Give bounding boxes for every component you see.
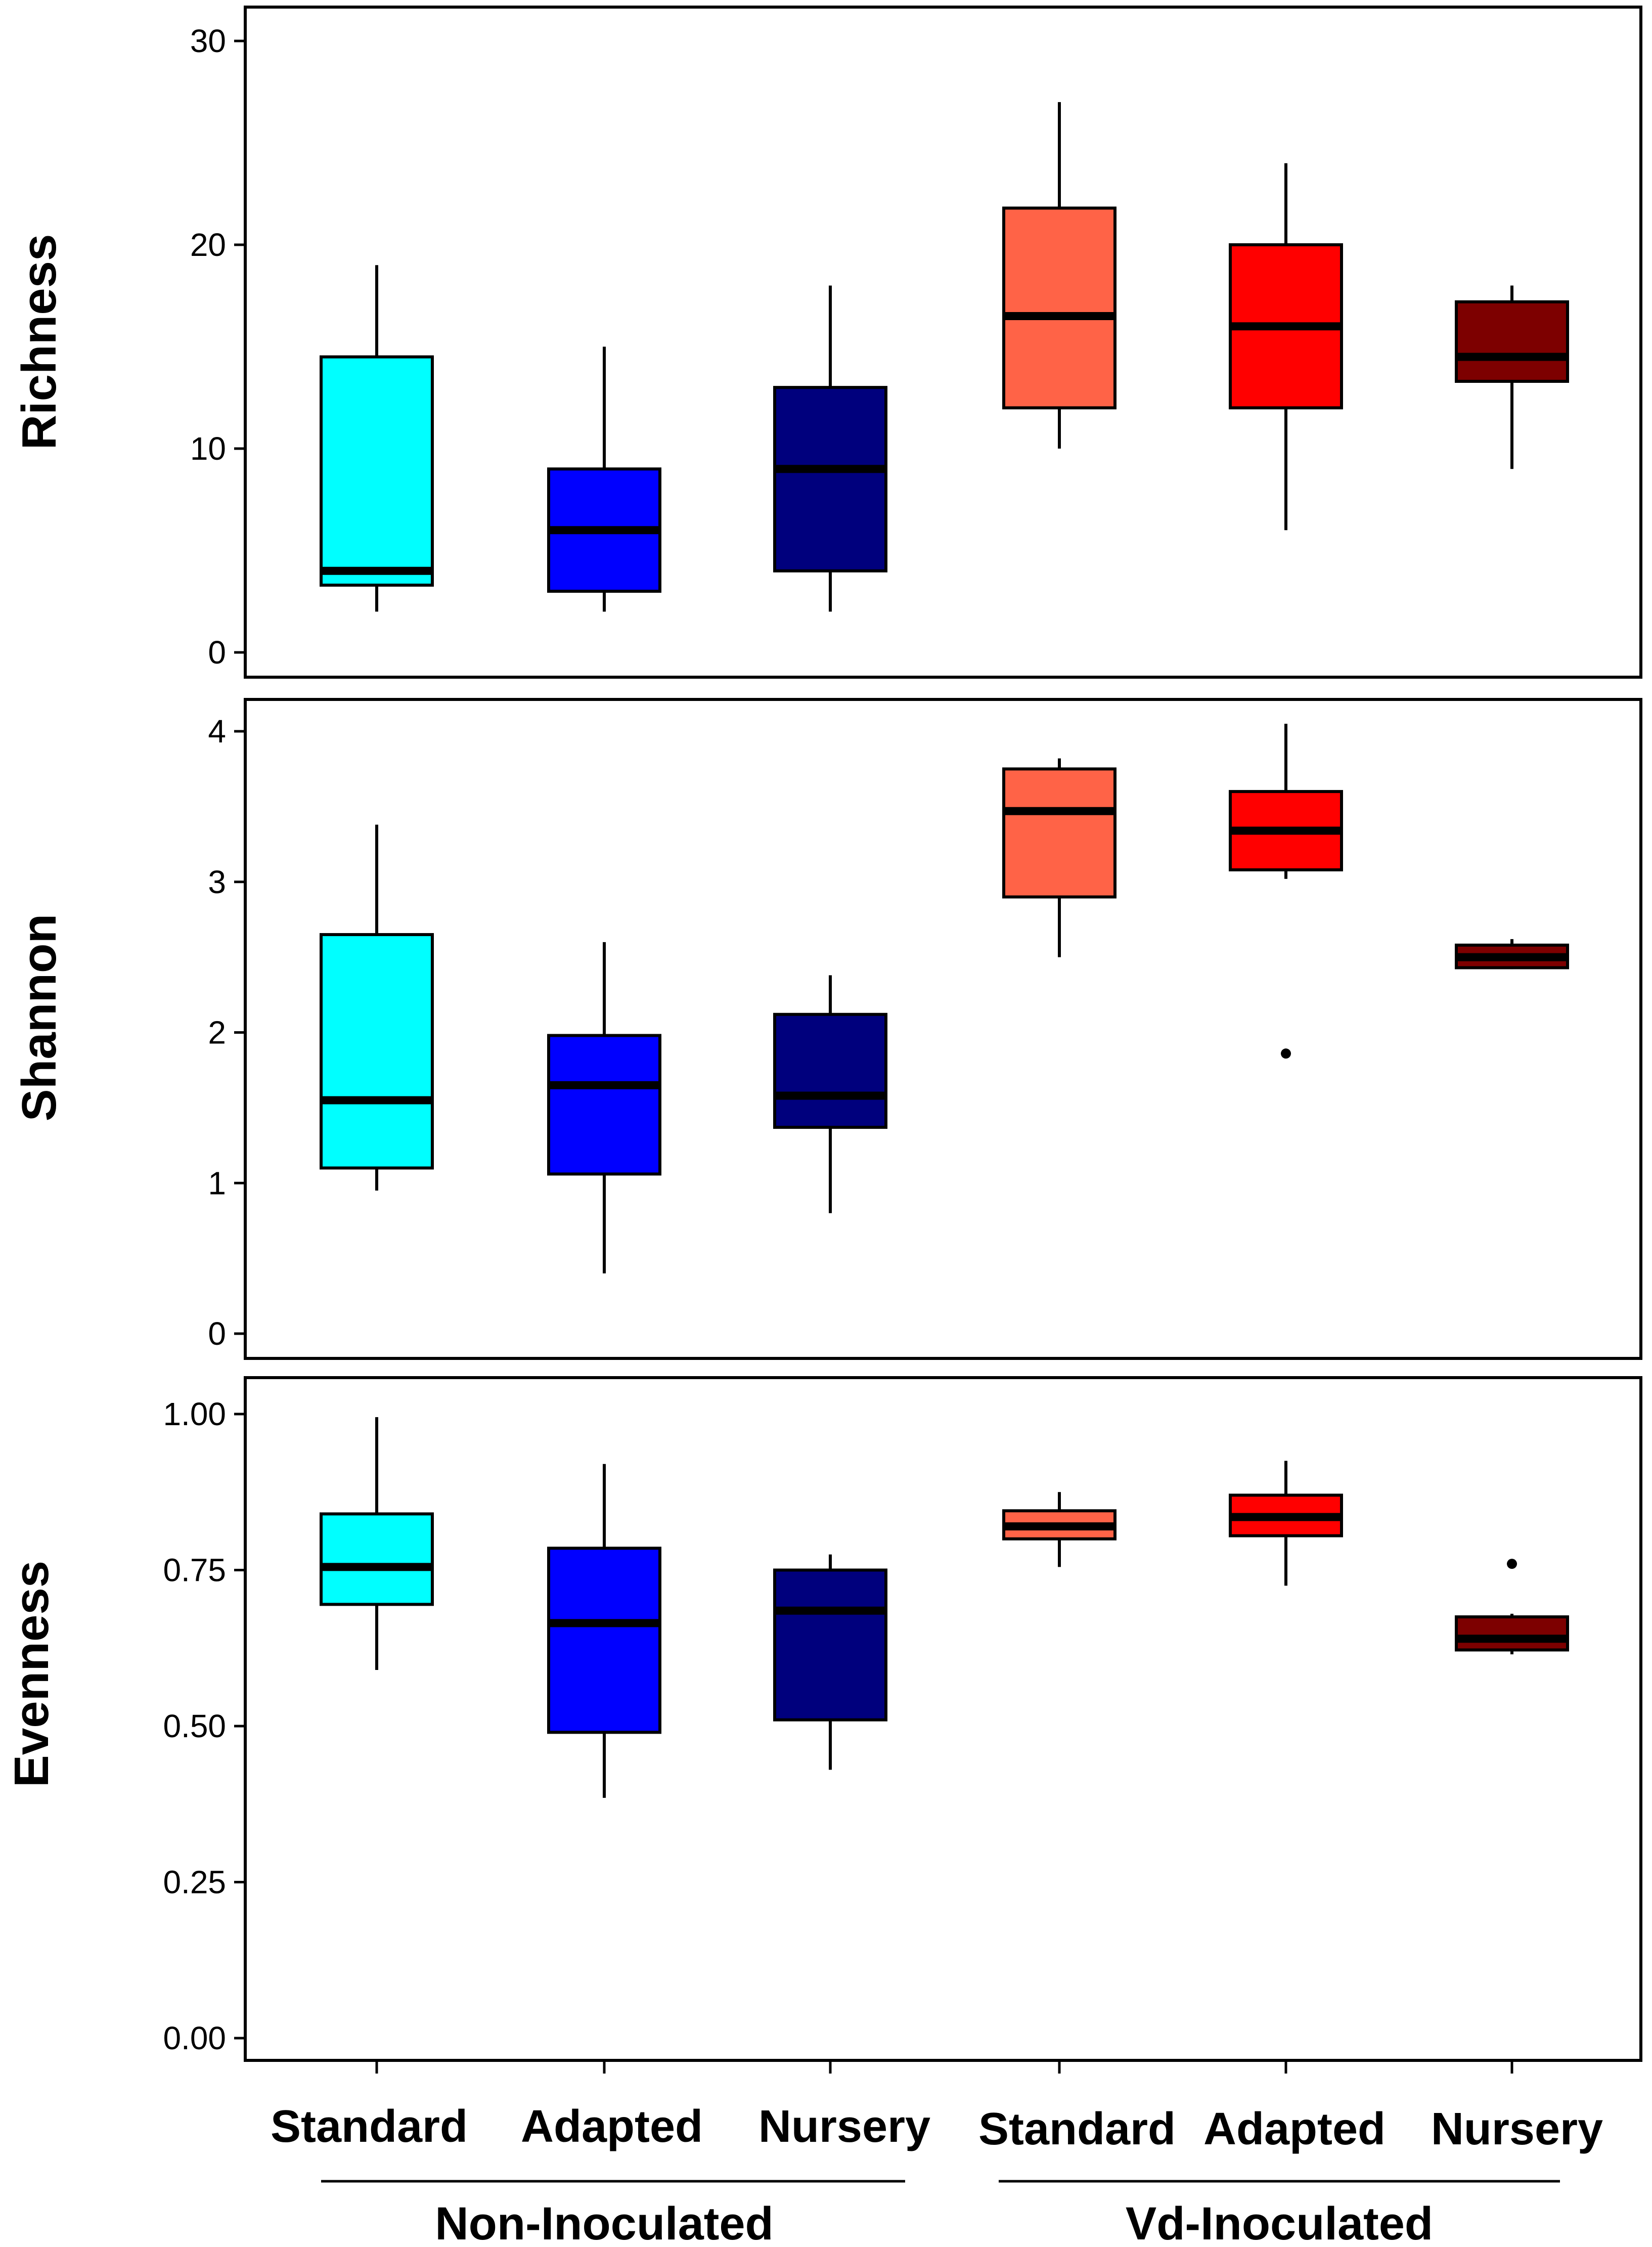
richness-y-tick-label: 20 (190, 227, 226, 263)
shannon-y-tick-label: 0 (208, 1315, 226, 1352)
richness-y-tick-label: 30 (190, 23, 226, 59)
x-label-nursery-vd: Nursery (1431, 2104, 1603, 2154)
panel-shannon-frame (244, 698, 1642, 1360)
panel-evenness-frame (244, 1376, 1642, 2062)
richness-y-tick-label: 0 (208, 634, 226, 671)
x-axis-groups: Non-Inoculated Vd-Inoculated (321, 2180, 1560, 2247)
richness-box-vd-inoculated-standard-iqr (1002, 206, 1117, 410)
panel-richness: 0 10 20 30 Richness (12, 6, 1642, 679)
evenness-box-non-inoculated-standard-iqr (320, 1512, 434, 1606)
shannon-y-tick-label: 1 (208, 1165, 226, 1201)
x-label-standard-non: Standard (271, 2101, 468, 2152)
evenness-y-tick-label: 0.50 (163, 1708, 226, 1744)
shannon-axis-title: Shannon (12, 914, 66, 1122)
richness-y-axis: 0 10 20 30 (190, 23, 245, 671)
shannon-y-tick-label: 2 (208, 1015, 226, 1051)
panel-evenness: 0.00 0.25 0.50 0.75 1.00 Evenness (5, 1376, 1642, 2062)
richness-boxes (320, 102, 1569, 612)
evenness-box-vd-inoculated-nursery-iqr (1455, 1615, 1569, 1652)
richness-box-vd-inoculated-nursery-iqr (1455, 300, 1569, 383)
group-label-non-inoculated: Non-Inoculated (435, 2198, 774, 2247)
evenness-y-tick-label: 0.25 (163, 1864, 226, 1901)
shannon-box-non-inoculated-standard-iqr (320, 933, 434, 1170)
group-label-vd-inoculated: Vd-Inoculated (1126, 2198, 1433, 2247)
shannon-boxes (320, 724, 1569, 1273)
evenness-y-tick-label: 0.00 (163, 2020, 226, 2056)
shannon-y-tick-label: 3 (208, 864, 226, 900)
shannon-y-axis: 0 1 2 3 4 (208, 713, 245, 1352)
evenness-y-tick-label: 0.75 (163, 1552, 226, 1589)
shannon-box-vd-inoculated-standard-iqr (1002, 767, 1117, 899)
evenness-box-non-inoculated-adapted-iqr (547, 1547, 661, 1734)
evenness-y-tick-label: 1.00 (163, 1396, 226, 1432)
panel-richness-frame (244, 6, 1642, 679)
shannon-y-tick-label: 4 (208, 713, 226, 750)
x-label-standard-vd: Standard (978, 2104, 1176, 2154)
shannon-box-vd-inoculated-adapted-outlier (1281, 1048, 1291, 1059)
richness-axis-title: Richness (12, 234, 66, 450)
x-axis-ticks (375, 2060, 1513, 2074)
evenness-box-non-inoculated-nursery-iqr (773, 1568, 887, 1722)
x-axis-category-labels: Standard Adapted Nursery Standard Adapte… (271, 2101, 1603, 2154)
shannon-box-non-inoculated-adapted-iqr (547, 1034, 661, 1176)
x-label-nursery-non: Nursery (758, 2101, 930, 2152)
x-label-adapted-non: Adapted (521, 2101, 703, 2152)
shannon-box-non-inoculated-nursery-iqr (773, 1012, 887, 1129)
evenness-box-vd-inoculated-nursery-outlier (1507, 1559, 1517, 1569)
richness-box-non-inoculated-nursery-iqr (773, 386, 887, 572)
richness-box-non-inoculated-standard-iqr (320, 355, 434, 587)
evenness-y-axis: 0.00 0.25 0.50 0.75 1.00 (163, 1396, 245, 2056)
evenness-boxes (320, 1417, 1569, 1798)
richness-y-tick-label: 10 (190, 430, 226, 467)
x-label-adapted-vd: Adapted (1203, 2104, 1386, 2154)
panel-shannon: 0 1 2 3 4 Shannon (12, 698, 1642, 1360)
evenness-axis-title: Evenness (5, 1561, 59, 1787)
